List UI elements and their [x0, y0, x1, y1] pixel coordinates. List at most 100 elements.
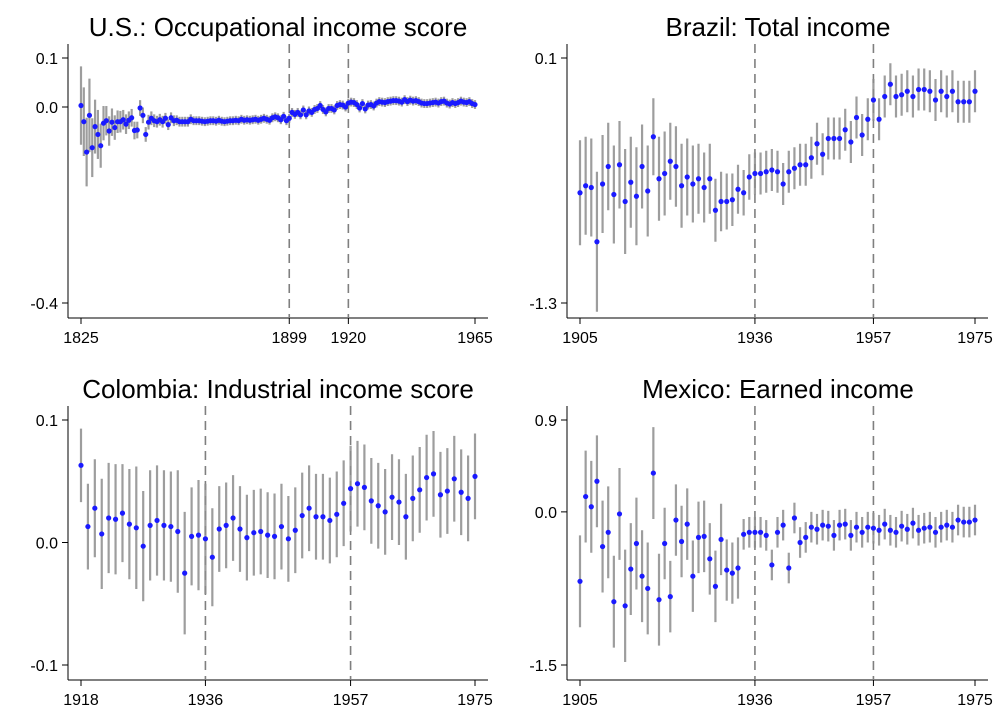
data-point: [853, 114, 860, 121]
x-tick-label: 1899: [271, 330, 307, 347]
x-tick-label: 1825: [63, 330, 99, 347]
data-point: [611, 599, 617, 605]
data-point: [662, 540, 668, 547]
data-point: [882, 521, 888, 527]
data-point: [938, 524, 944, 530]
data-point: [92, 505, 98, 511]
data-point: [921, 525, 927, 531]
x-tick-label: 1905: [562, 330, 598, 347]
data-point: [684, 174, 690, 180]
x-tick-label: 1975: [457, 692, 493, 709]
data-point: [583, 493, 589, 500]
data-point: [86, 112, 93, 118]
data-point: [112, 124, 118, 131]
data-point: [81, 119, 87, 125]
data-point: [92, 124, 98, 130]
data-point: [927, 88, 933, 94]
data-point: [876, 116, 882, 122]
data-point: [195, 532, 202, 538]
data-point: [780, 522, 786, 528]
data-point: [251, 530, 257, 536]
data-point: [331, 107, 337, 113]
data-point: [662, 170, 668, 177]
data-point: [410, 495, 416, 501]
data-point: [154, 517, 160, 524]
data-point: [168, 523, 174, 530]
data-point: [678, 538, 685, 545]
data-point: [622, 603, 628, 609]
x-tick-label: 1920: [331, 330, 367, 347]
data-point: [893, 529, 899, 535]
data-point: [134, 127, 140, 133]
y-tick-label: -0.1: [30, 658, 58, 675]
data-point: [292, 527, 298, 533]
data-point: [707, 176, 713, 182]
data-point: [216, 526, 222, 532]
data-point: [797, 162, 803, 168]
data-point: [848, 532, 854, 538]
data-point: [161, 522, 167, 528]
data-point: [417, 487, 423, 493]
data-point: [188, 533, 195, 539]
panel-title-us: U.S.: Occupational income score: [89, 12, 468, 42]
data-point: [695, 534, 702, 540]
data-point: [354, 481, 361, 487]
data-point: [465, 495, 471, 501]
data-point: [757, 170, 764, 177]
data-point: [690, 573, 696, 579]
data-point: [639, 573, 645, 579]
data-point: [639, 163, 645, 170]
data-point: [910, 520, 916, 526]
data-point: [129, 115, 135, 121]
data-point: [437, 492, 444, 498]
x-tick-label: 1936: [737, 330, 773, 347]
data-point: [820, 151, 826, 157]
data-point: [633, 193, 640, 199]
data-point: [735, 565, 741, 571]
data-point: [718, 536, 724, 543]
data-point: [106, 128, 112, 134]
data-point: [140, 543, 146, 549]
data-point: [763, 532, 769, 538]
data-point: [842, 521, 848, 527]
data-point: [876, 527, 882, 533]
data-point: [870, 97, 877, 103]
data-point: [285, 536, 291, 542]
data-point: [746, 529, 752, 535]
data-point: [334, 511, 340, 517]
data-point: [451, 476, 457, 482]
data-point: [870, 525, 877, 531]
plot-area-brazil: 0.1 -1.3 1905 1936 1957 1975: [529, 44, 993, 347]
plot-area-mexico: 0.9 0.0 -1.5 1905 1936 1957 1975: [529, 406, 993, 709]
data-point: [237, 526, 243, 532]
data-point: [865, 524, 871, 530]
data-point: [831, 532, 837, 538]
y-tick-label: 0.1: [535, 51, 557, 68]
data-point: [145, 119, 152, 125]
data-point: [175, 528, 181, 535]
x-tick-label: 1975: [957, 692, 993, 709]
data-point: [354, 101, 360, 108]
data-point: [932, 97, 939, 103]
y-tick-label: -1.5: [529, 658, 557, 675]
data-point: [317, 102, 323, 109]
data-point: [808, 524, 814, 530]
data-point: [271, 533, 278, 539]
data-point: [932, 529, 939, 535]
data-point: [774, 169, 781, 175]
data-point: [729, 570, 735, 576]
data-point: [927, 524, 933, 530]
data-point: [836, 135, 843, 142]
data-point: [361, 484, 368, 490]
x-tick-label: 1957: [333, 692, 369, 709]
data-point: [915, 86, 922, 93]
data-point: [320, 514, 326, 520]
data-point: [915, 527, 922, 533]
data-point: [444, 488, 450, 494]
data-point: [938, 88, 944, 94]
data-point: [712, 207, 719, 213]
data-point: [735, 186, 741, 192]
data-point: [303, 112, 309, 118]
data-point: [786, 565, 792, 571]
data-point: [882, 93, 888, 100]
